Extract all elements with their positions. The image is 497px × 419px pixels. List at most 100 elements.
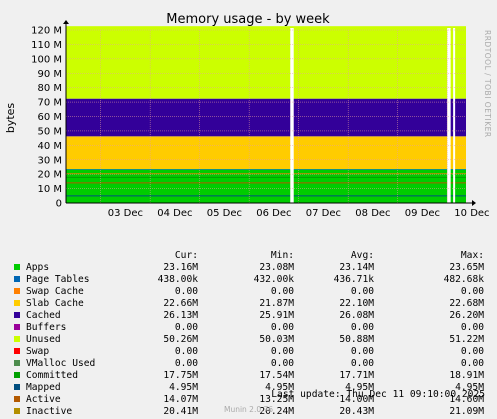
legend-max: 21.09M — [449, 406, 484, 417]
legend-min: 17.54M — [259, 370, 294, 381]
legend-cur: 4.95M — [169, 382, 198, 393]
legend-name: Page Tables — [26, 274, 90, 285]
legend-name: Inactive — [26, 406, 73, 417]
data-gap — [290, 28, 294, 203]
legend-name: Mapped — [26, 382, 61, 393]
y-tick-label: 20 M — [37, 170, 62, 181]
last-update: Last update: Thu Dec 11 09:10:00 2025 — [271, 389, 485, 400]
y-axis-label: bytes — [4, 103, 17, 134]
legend-cur: 26.13M — [163, 310, 198, 321]
legend-min: 0.00 — [270, 358, 294, 369]
legend-swatch — [14, 396, 20, 402]
legend-swatch — [14, 312, 20, 318]
legend-max: 18.91M — [449, 370, 484, 381]
legend-cur: 0.00 — [174, 358, 198, 369]
x-tick-label: 10 Dec — [454, 208, 489, 219]
legend-avg: 0.00 — [350, 346, 374, 357]
header-max: Max: — [460, 250, 484, 261]
y-tick-label: 50 M — [37, 126, 62, 137]
legend-swatch — [14, 264, 20, 270]
legend-avg: 0.00 — [350, 322, 374, 333]
legend-avg: 4.95M — [345, 382, 374, 393]
header-cur: Cur: — [174, 250, 198, 261]
legend-min: 4.95M — [265, 382, 294, 393]
legend-swatch — [14, 336, 20, 342]
legend-swatch — [14, 288, 20, 294]
legend-max: 22.68M — [449, 298, 484, 309]
legend-avg: 17.71M — [339, 370, 374, 381]
area-apps — [66, 169, 466, 203]
legend-max: 0.00 — [460, 358, 484, 369]
legend-avg: 23.14M — [339, 262, 374, 273]
legend-avg: 50.88M — [339, 334, 374, 345]
y-tick-label: 110 M — [31, 40, 62, 51]
legend-name: VMalloc Used — [26, 358, 96, 369]
legend-header: Cur: Min: Avg: Max: — [0, 250, 497, 262]
y-tick-label: 120 M — [31, 26, 62, 37]
area-unused — [66, 26, 466, 99]
x-tick-label: 08 Dec — [355, 208, 390, 219]
legend-min: 0.00 — [270, 286, 294, 297]
legend-max: 0.00 — [460, 322, 484, 333]
legend-swatch — [14, 408, 20, 414]
legend-swatch — [14, 276, 20, 282]
generator-credit: Munin 2.0.76 — [223, 405, 274, 414]
legend-avg: 14.00M — [339, 394, 374, 405]
legend-row: Slab Cache 22.66M 21.87M 22.10M 22.68M — [0, 298, 497, 310]
legend-swatch — [14, 324, 20, 330]
y-tick-label: 40 M — [37, 141, 62, 152]
legend-name: Buffers — [26, 322, 67, 333]
legend-avg: 0.00 — [350, 286, 374, 297]
legend-cur: 438.00k — [157, 274, 198, 285]
y-tick-label: 30 M — [37, 155, 62, 166]
legend-min: 21.87M — [259, 298, 294, 309]
legend-cur: 0.00 — [174, 286, 198, 297]
legend-min: 20.24M — [259, 406, 294, 417]
legend-name: Swap Cache — [26, 286, 84, 297]
legend-row: Apps 23.16M 23.08M 23.14M 23.65M — [0, 262, 497, 274]
legend-name: Slab Cache — [26, 298, 84, 309]
legend-avg: 22.10M — [339, 298, 374, 309]
legend-max: 482.68k — [443, 274, 484, 285]
legend-name: Unused — [26, 334, 61, 345]
x-tick-label: 07 Dec — [306, 208, 341, 219]
x-tick-label: 04 Dec — [157, 208, 192, 219]
legend-name: Cached — [26, 310, 61, 321]
legend-avg: 436.71k — [333, 274, 374, 285]
legend-cur: 50.26M — [163, 334, 198, 345]
area-slab-cache — [66, 136, 466, 169]
memory-chart: Memory usage - by week bytes RRDTOOL / T… — [4, 12, 492, 219]
legend-cur: 23.16M — [163, 262, 198, 273]
legend-avg: 0.00 — [350, 358, 374, 369]
legend-row: Buffers 0.00 0.00 0.00 0.00 — [0, 322, 497, 334]
y-tick-label: 10 M — [37, 184, 62, 195]
legend-max: 23.65M — [449, 262, 484, 273]
legend-avg: 26.08M — [339, 310, 374, 321]
legend-cur: 17.75M — [163, 370, 198, 381]
legend-row: Page Tables 438.00k 432.00k 436.71k 482.68k — [0, 274, 497, 286]
legend-row: Committed 17.75M 17.54M 17.71M 18.91M — [0, 370, 497, 382]
legend-max: 4.95M — [455, 382, 484, 393]
x-axis-arrow — [472, 200, 476, 206]
rrdtool-credit: RRDTOOL / TOBI OETIKER — [483, 30, 492, 138]
y-tick-label: 90 M — [37, 69, 62, 80]
legend-swatch — [14, 384, 20, 390]
data-gap — [447, 28, 451, 203]
x-tick-label: 03 Dec — [108, 208, 143, 219]
y-tick-label: 100 M — [31, 54, 62, 65]
y-tick-label: 80 M — [37, 83, 62, 94]
legend-max: 0.00 — [460, 346, 484, 357]
legend-min: 432.00k — [253, 274, 294, 285]
legend-max: 0.00 — [460, 286, 484, 297]
legend-name: Active — [26, 394, 61, 405]
legend-max: 14.60M — [449, 394, 484, 405]
legend-row: Active 14.07M 13.25M 14.00M 14.60M — [0, 394, 497, 406]
y-tick-label: 60 M — [37, 112, 62, 123]
legend-row: Mapped 4.95M 4.95M 4.95M 4.95M — [0, 382, 497, 394]
legend-swatch — [14, 372, 20, 378]
legend-swatch — [14, 300, 20, 306]
legend-min: 23.08M — [259, 262, 294, 273]
legend-row: Swap Cache 0.00 0.00 0.00 0.00 — [0, 286, 497, 298]
legend-row: Inactive 20.41M 20.24M 20.43M 21.09M — [0, 406, 497, 418]
chart-title: Memory usage - by week — [166, 12, 330, 27]
